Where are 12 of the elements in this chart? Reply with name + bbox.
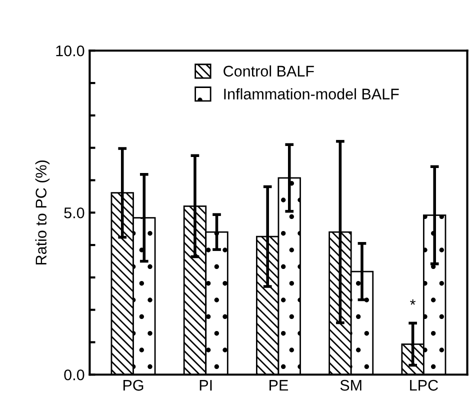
y-tick-label: 0.0: [64, 369, 84, 380]
x-tick-label: PI: [200, 380, 212, 391]
y-tick-label: 5.0: [64, 207, 84, 218]
legend-label: Inflammation-model BALF: [224, 88, 399, 100]
legend-label: Control BALF: [224, 65, 314, 77]
x-tick-label: LPC: [410, 380, 438, 391]
x-tick-label: PE: [270, 380, 288, 391]
y-tick-label: 10.0: [56, 45, 84, 56]
x-tick-label: PG: [123, 380, 144, 391]
y-axis-title: Ratio to PC (%): [35, 160, 50, 264]
x-tick-label: SM: [340, 380, 362, 391]
annotation: *: [410, 299, 416, 305]
